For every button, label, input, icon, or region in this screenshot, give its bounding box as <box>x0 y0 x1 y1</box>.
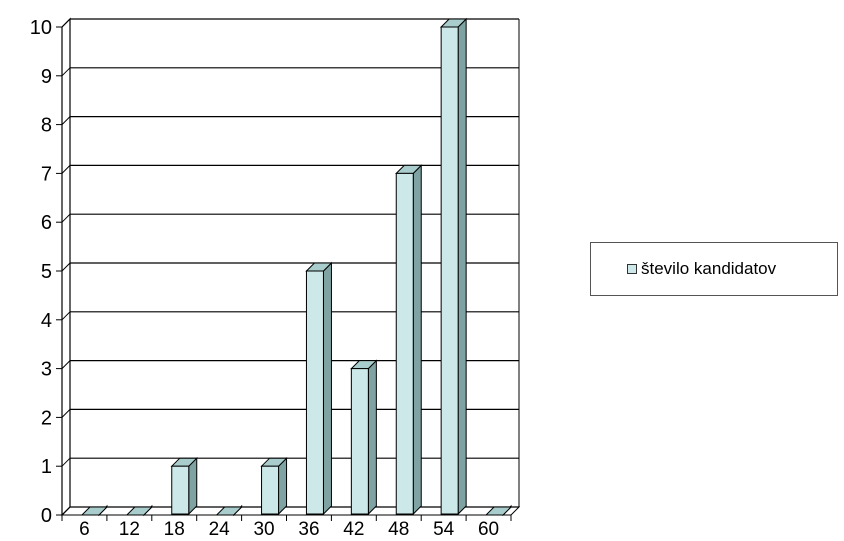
bar-side <box>457 17 467 516</box>
x-tick-label: 6 <box>79 519 90 540</box>
bar-side <box>322 261 332 516</box>
gridline-side <box>61 311 71 321</box>
y-tick-label: 9 <box>41 66 52 88</box>
y-axis-wall <box>61 17 71 517</box>
bar-side <box>412 164 422 516</box>
gridline-side <box>61 262 71 272</box>
x-tick-label: 12 <box>119 519 140 540</box>
x-tick-label: 24 <box>209 519 231 540</box>
y-tick-label: 2 <box>41 407 52 429</box>
gridline-side <box>61 116 71 125</box>
y-tick-label: 4 <box>41 310 52 332</box>
bar-side <box>188 456 198 516</box>
bar-face <box>261 465 280 515</box>
gridline-side <box>61 165 71 174</box>
gridline-side <box>61 67 71 77</box>
bar-face <box>171 465 190 515</box>
bar-54 <box>439 17 468 516</box>
y-tick-label: 1 <box>41 456 52 478</box>
y-tick-labels: 0 1 2 3 4 5 6 7 8 9 10 <box>30 17 52 527</box>
x-tick-label: 48 <box>388 519 409 540</box>
bar-side <box>367 359 377 516</box>
y-tick-label: 5 <box>41 261 52 283</box>
y-tick-label: 8 <box>41 115 52 137</box>
gridline-side <box>61 409 71 418</box>
gridline-side <box>61 213 71 223</box>
y-tick-label: 0 <box>41 505 52 527</box>
x-tick-label: 54 <box>433 519 455 540</box>
bar-face <box>440 26 459 515</box>
bar-36 <box>305 261 333 516</box>
bar-face <box>395 172 414 515</box>
x-tick-labels: 6 12 18 24 30 36 42 48 54 60 <box>79 519 499 540</box>
x-tick-label: 60 <box>478 519 499 540</box>
x-tick-label: 18 <box>164 519 185 540</box>
legend: število kandidatov <box>590 242 838 296</box>
y-tick-label: 6 <box>41 212 52 234</box>
gridline-side <box>61 360 71 369</box>
bars <box>80 17 513 517</box>
bar-42 <box>350 359 378 516</box>
x-tick-label: 42 <box>343 519 364 540</box>
y-tick-label: 3 <box>41 359 52 381</box>
gridline-side <box>61 457 71 467</box>
axes <box>56 17 512 521</box>
x-tick-label: 30 <box>253 519 274 540</box>
bar-48 <box>395 164 423 516</box>
bar-6 <box>80 504 109 517</box>
bar-60 <box>484 504 513 517</box>
y-tick-label: 7 <box>41 163 52 185</box>
x-tick-label: 36 <box>298 519 319 540</box>
bar-side <box>278 456 288 516</box>
legend-label-stevilo-kandidatov: število kandidatov <box>641 259 777 278</box>
bar-face <box>305 270 324 515</box>
legend-swatch <box>627 264 637 274</box>
bar-face <box>350 368 369 515</box>
y-tick-label: 10 <box>30 17 52 39</box>
bar-18 <box>170 456 198 516</box>
bar-30 <box>260 456 288 516</box>
